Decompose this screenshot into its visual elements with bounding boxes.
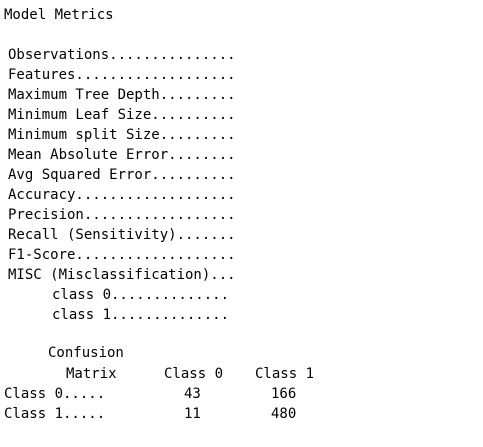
metric-row: Mean Absolute Error........ 0.2985 <box>4 125 236 163</box>
col-header: Class 0 <box>164 366 224 382</box>
matrix-cell: 166 <box>271 386 297 402</box>
metric-row: Observations............... 700 <box>4 25 236 63</box>
metric-label: Minimum Leaf Size.......... <box>8 107 236 123</box>
metric-label: MISC (Misclassification)... <box>8 267 236 283</box>
metric-row: Features................... 71 <box>4 45 236 83</box>
metric-row: Avg Squared Error.......... 0.1493 <box>4 145 236 183</box>
page-title: Model Metrics <box>4 7 114 23</box>
metric-row: Maximum Tree Depth......... 5 <box>4 65 236 103</box>
metric-label: F1-Score................... <box>8 247 236 263</box>
metric-label: Precision.................. <box>8 207 236 223</box>
metric-row: Precision.................. 0.7430 <box>4 185 236 223</box>
metric-label: Recall (Sensitivity)....... <box>8 227 236 243</box>
misc-class-label: class 1.............. <box>52 307 230 323</box>
metric-row: Minimum Leaf Size.......... 5 <box>4 85 236 123</box>
metric-label: Accuracy................... <box>8 187 236 203</box>
metric-label: Observations............... <box>8 47 236 63</box>
metric-row: Minimum split Size......... 5 <box>4 105 236 143</box>
row-label: Class 1..... <box>4 406 106 422</box>
metric-row: Accuracy................... 0.7471 <box>4 165 236 203</box>
misc-row: class 1.............. 2.2% <box>4 285 229 323</box>
matrix-cell: 480 <box>271 406 297 422</box>
metric-row: Recall (Sensitivity)....... 0.9776 <box>4 205 236 243</box>
metric-label: Avg Squared Error.......... <box>8 167 236 183</box>
confusion-title: Confusion <box>48 345 124 361</box>
metric-row: F1-Score................... 0.8443 <box>4 225 236 263</box>
metric-label: Maximum Tree Depth......... <box>8 87 236 103</box>
col-header: Class 1 <box>255 366 315 382</box>
misc-row: class 0.............. 79.4% <box>4 265 229 303</box>
metric-label: Minimum split Size......... <box>8 127 236 143</box>
metric-label: Features................... <box>8 67 236 83</box>
matrix-cell: 11 <box>184 406 201 422</box>
misc-class-label: class 0.............. <box>52 287 230 303</box>
matrix-cell: 43 <box>184 386 201 402</box>
row-label: Class 0..... <box>4 386 106 402</box>
metric-row: MISC (Misclassification)... 25.3% <box>4 245 236 283</box>
metric-label: Mean Absolute Error........ <box>8 147 236 163</box>
matrix-title: Matrix <box>66 366 117 382</box>
